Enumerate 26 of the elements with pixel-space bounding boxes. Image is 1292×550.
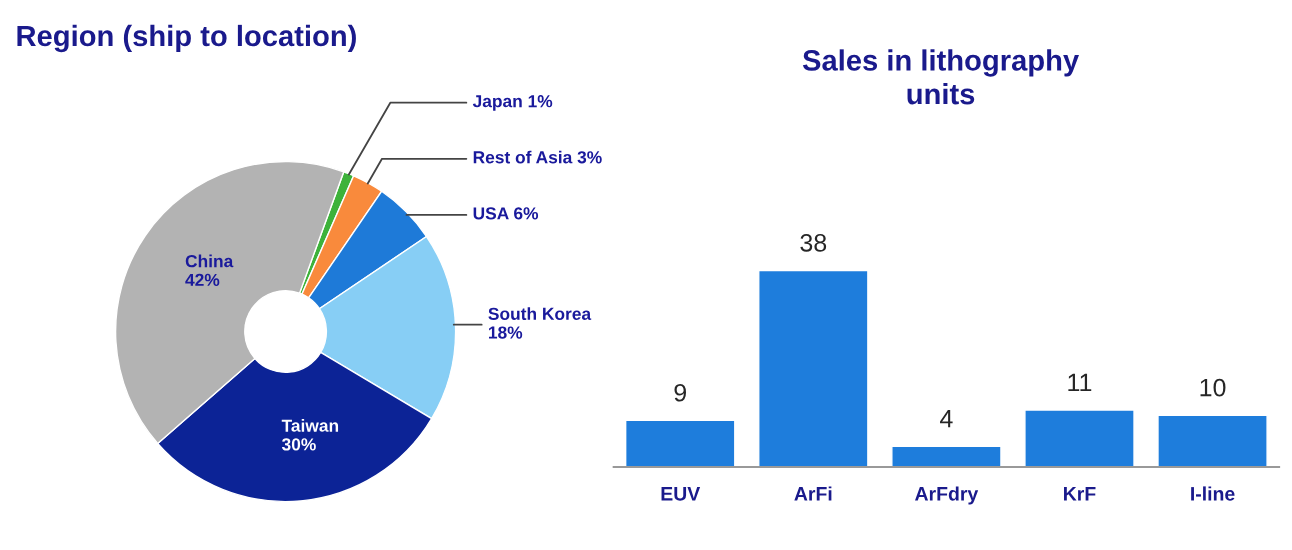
x-tick-label: KrF [1064, 487, 1096, 501]
data-label: 42% [185, 273, 220, 286]
slice-label: Japan 1% [472, 95, 553, 111]
x-tick-label: EUV [661, 487, 701, 501]
data-label: 38 [800, 233, 827, 252]
slice-label: Taiwan [281, 419, 339, 432]
slice-label: Rest of Asia 3% [473, 150, 602, 164]
x-tick-label: ArFi [794, 486, 832, 501]
chart-title: Sales in lithography units [802, 49, 1079, 105]
data-label: 4 [940, 410, 953, 428]
slice-label: USA 6% [473, 207, 539, 220]
bar [1157, 414, 1268, 467]
bar [624, 419, 736, 467]
data-label: 30% [281, 438, 316, 451]
bar [1024, 409, 1135, 467]
slice-label: South Korea [488, 307, 592, 320]
data-label: 9 [674, 383, 687, 402]
data-label: 11 [1068, 373, 1092, 392]
bar [891, 445, 1002, 467]
x-tick-label: ArFdry [915, 486, 979, 505]
bar [758, 269, 869, 467]
chart-title: Region (ship to location) [17, 24, 356, 53]
slice-label: China [185, 254, 234, 268]
data-label: 18% [488, 326, 523, 339]
data-label: 10 [1200, 378, 1226, 397]
x-tick-label: I-line [1191, 486, 1235, 501]
